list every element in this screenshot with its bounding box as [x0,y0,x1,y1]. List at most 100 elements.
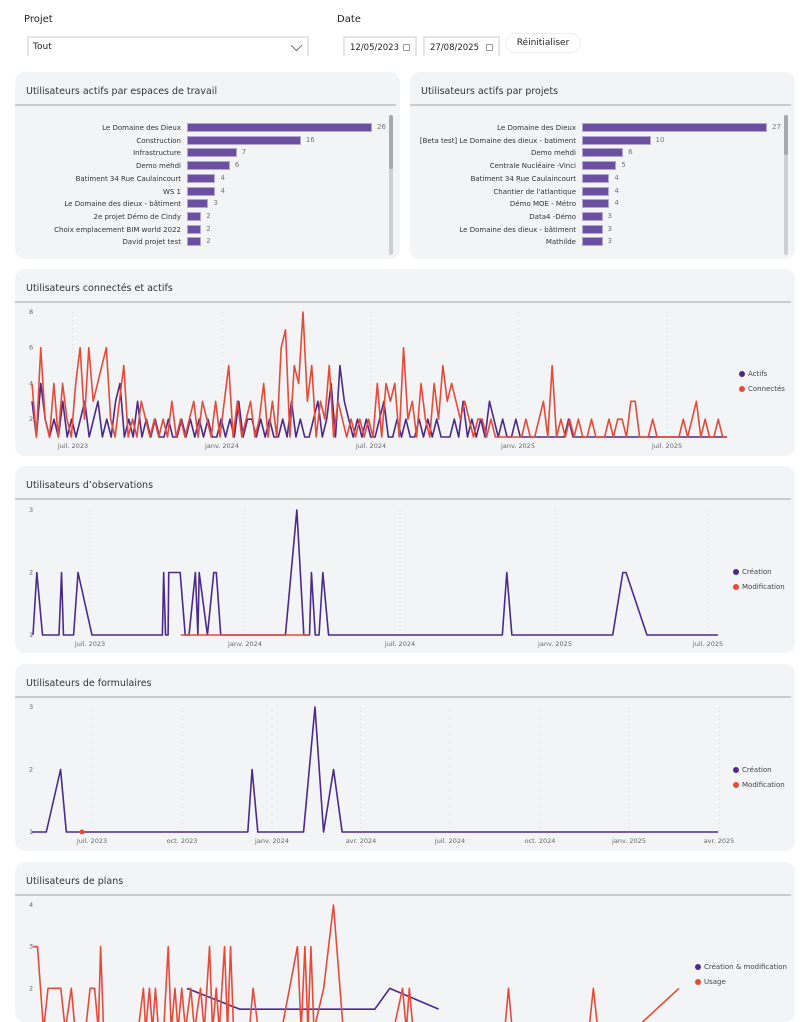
projects-card: Utilisateurs actifs par projets Le Domai… [410,72,795,259]
y-tick-label: 4 [29,379,33,387]
y-tick-label: 1 [29,631,33,639]
bar[interactable] [582,123,767,132]
bar-category-label: Le Domaine des dieux - bâtiment [64,200,181,209]
end-date-value: 27/08/2025 [430,43,479,53]
legend-item[interactable]: Création [733,564,785,579]
calendar-icon[interactable] [486,44,493,51]
y-tick-label: 2 [29,984,33,992]
project-select[interactable]: Tout [27,36,309,56]
scrollbar-thumb[interactable] [784,115,788,155]
x-tick-label: janv. 2025 [500,442,535,450]
reset-button[interactable]: Réinitialiser [505,33,581,53]
bar-value-label: 4 [614,173,619,182]
y-tick-label: 8 [29,308,33,316]
divider [15,894,791,896]
x-tick-label: juil. 2025 [651,442,682,450]
x-tick-label: juil. 2025 [692,640,723,648]
bar[interactable] [187,161,230,171]
series-line-connect-s [31,311,727,438]
bar-value-label: 4 [220,173,225,182]
bar-category-label: Chantier de l'atlantique [493,187,576,196]
divider [15,696,791,698]
scrollbar[interactable] [784,115,788,255]
start-date-input[interactable]: 12/05/2023 [343,36,417,56]
connected-card-title: Utilisateurs connectés et actifs [26,283,173,294]
legend-item[interactable]: Actifs [739,366,785,381]
connected-line-chart: 2 4 6 8 juil. 2023 janv. 2024 juil. 2024 janv. … [29,308,727,450]
bar-value-label: 27 [772,123,781,131]
bar-category-label: Batiment 34 Rue Caulaincourt [470,174,576,183]
bar-value-label: 4 [614,186,619,195]
legend-item[interactable]: Modification [733,777,785,792]
end-date-input[interactable]: 27/08/2025 [423,36,500,56]
legend-item[interactable]: Usage [695,974,787,989]
bar-value-label: 6 [628,148,633,157]
observations-line-chart: 1 2 3 juil. 2023 janv. 2024 juil. 2024 janv. 2… [29,506,723,648]
bar[interactable] [187,237,202,247]
legend-dot-icon [739,385,745,392]
legend-label: Usage [704,977,726,986]
x-tick-label: juil. 2023 [57,442,88,450]
bar-value-label: 2 [206,224,211,233]
bar[interactable] [187,135,301,145]
series-line-cr-ation [32,509,718,636]
bar[interactable] [582,199,610,209]
bar[interactable] [187,173,216,183]
legend-item[interactable]: Connectés [739,381,785,396]
bar-category-label: Choix emplacement BIM world 2022 [54,225,181,234]
legend-item[interactable]: Création & modification [695,959,787,974]
y-tick-label: 3 [29,943,33,951]
bar[interactable] [582,211,603,221]
legend-dot-icon [733,568,739,575]
bar-category-label: Démo MOE - Métro [509,200,576,209]
series-line-usage [33,904,680,1022]
scrollbar[interactable] [389,115,393,255]
bar-category-label: Le Domaine des Dieux [102,124,181,132]
x-tick-label: avr. 2024 [346,837,377,845]
divider [15,104,396,106]
plans-card-title: Utilisateurs de plans [26,876,124,887]
bar[interactable] [582,161,617,171]
bar[interactable] [187,224,202,234]
y-tick-label: 3 [29,703,33,711]
project-filter-label: Projet [24,14,53,25]
legend-dot-icon [733,766,739,773]
x-tick-label: juil. 2023 [76,837,107,845]
legend-item[interactable]: Modification [733,579,785,594]
x-tick-label: juil. 2024 [434,837,465,845]
bar-value-label: 7 [241,148,247,157]
x-tick-label: janv. 2024 [227,640,262,648]
bar[interactable] [187,199,209,209]
legend-item[interactable]: Création [733,762,785,777]
x-tick-label: juil. 2024 [355,442,386,450]
date-filter-label: Date [337,14,361,25]
y-tick-label: 4 [29,901,33,909]
connected-card: Utilisateurs connectés et actifs 2 4 6 8 jui… [15,269,795,456]
bar[interactable] [582,224,603,234]
y-tick-label: 3 [29,506,33,514]
bar-category-label: [Beta test] Le Domaine des dieux - batim… [419,136,576,145]
legend-label: Modification [742,780,785,789]
observations-legend: Création Modification [733,564,785,594]
x-tick-label: janv. 2025 [537,640,572,648]
bar-category-label: Mathilde [545,238,576,247]
bar[interactable] [582,186,610,196]
bar[interactable] [582,173,610,183]
bar-category-label: Demo mehdi [136,162,181,171]
bar[interactable] [187,148,237,158]
y-tick-label: 1 [29,828,33,836]
calendar-icon[interactable] [403,44,410,51]
bar[interactable] [187,186,216,196]
x-tick-label: oct. 2024 [525,837,556,845]
scrollbar-thumb[interactable] [389,115,393,169]
bar[interactable] [582,135,651,145]
y-tick-label: 2 [29,415,33,423]
bar[interactable] [187,123,372,132]
forms-card-title: Utilisateurs de formulaires [26,678,152,689]
bar[interactable] [187,211,202,221]
bar[interactable] [582,237,603,247]
bar[interactable] [582,148,624,158]
legend-label: Modification [742,582,785,591]
series-line-cr-ation [32,706,718,833]
legend-dot-icon [695,963,701,970]
